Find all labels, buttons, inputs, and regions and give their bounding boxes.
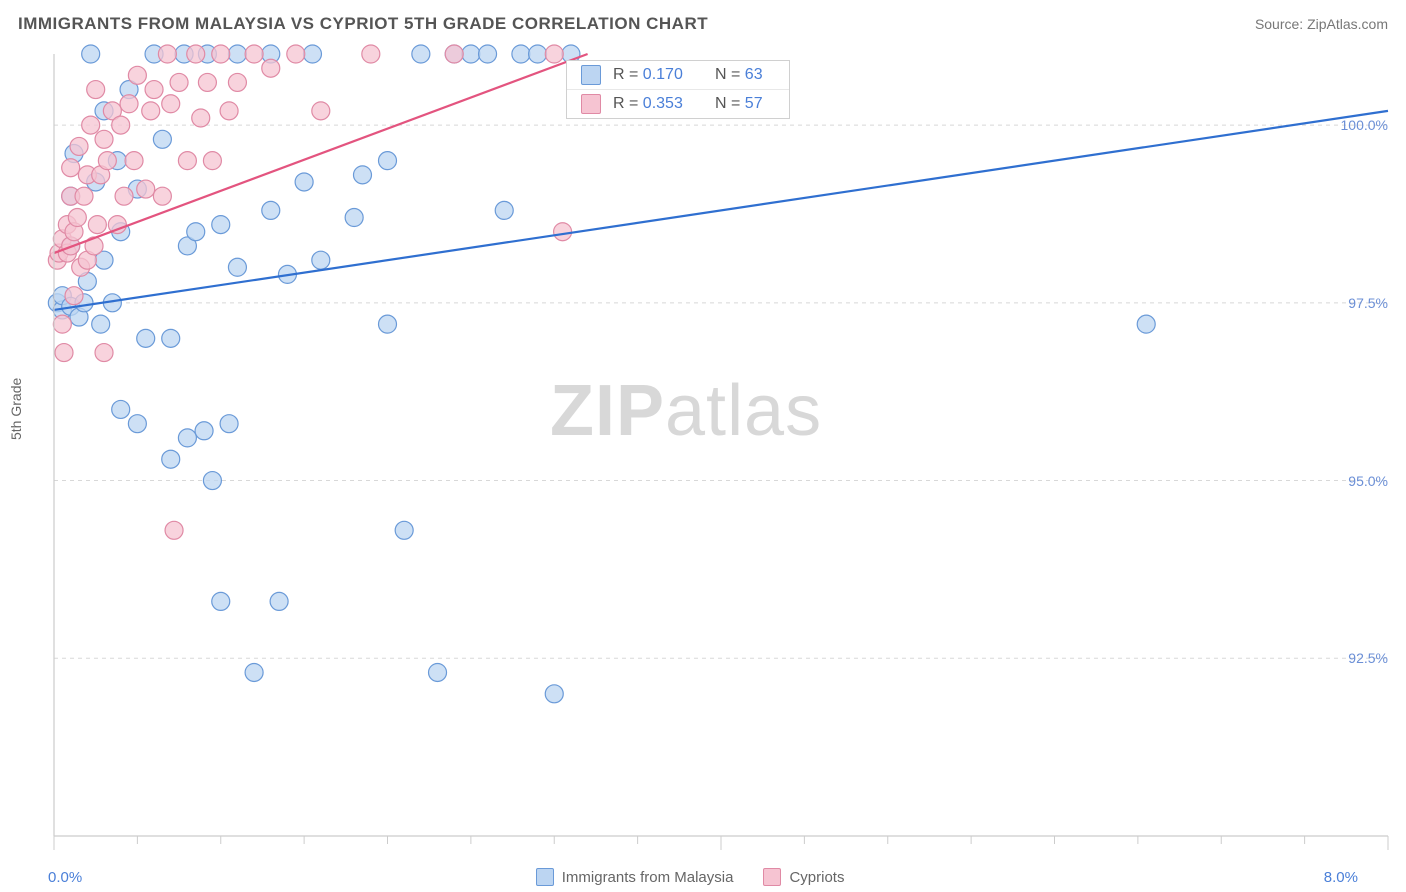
- x-axis-min: 0.0%: [48, 869, 82, 886]
- stats-row: R = 0.353 N = 57: [567, 90, 789, 118]
- scatter-chart: [0, 0, 1406, 892]
- stats-n: N = 57: [715, 95, 775, 113]
- correlation-stats-box: R = 0.170 N = 63 R = 0.353 N = 57: [566, 60, 790, 119]
- y-axis-label: 5th Grade: [8, 378, 24, 440]
- x-axis-max: 8.0%: [1298, 869, 1358, 886]
- legend-label-malaysia: Immigrants from Malaysia: [562, 869, 734, 886]
- stats-swatch: [581, 94, 601, 114]
- stats-r: R = 0.353: [613, 95, 703, 113]
- legend-item-cypriots: Cypriots: [763, 868, 844, 886]
- stats-swatch: [581, 65, 601, 85]
- stats-n: N = 63: [715, 66, 775, 84]
- stats-r: R = 0.170: [613, 66, 703, 84]
- legend-item-malaysia: Immigrants from Malaysia: [536, 868, 734, 886]
- y-tick-label: 92.5%: [1348, 650, 1388, 666]
- legend-swatch-cypriots: [763, 868, 781, 886]
- y-tick-label: 100.0%: [1341, 117, 1388, 133]
- y-tick-label: 97.5%: [1348, 295, 1388, 311]
- legend-swatch-malaysia: [536, 868, 554, 886]
- stats-row: R = 0.170 N = 63: [567, 61, 789, 90]
- y-tick-label: 95.0%: [1348, 473, 1388, 489]
- bottom-legend: 0.0% Immigrants from Malaysia Cypriots 8…: [0, 868, 1406, 886]
- legend-label-cypriots: Cypriots: [789, 869, 844, 886]
- legend-series: Immigrants from Malaysia Cypriots: [536, 868, 845, 886]
